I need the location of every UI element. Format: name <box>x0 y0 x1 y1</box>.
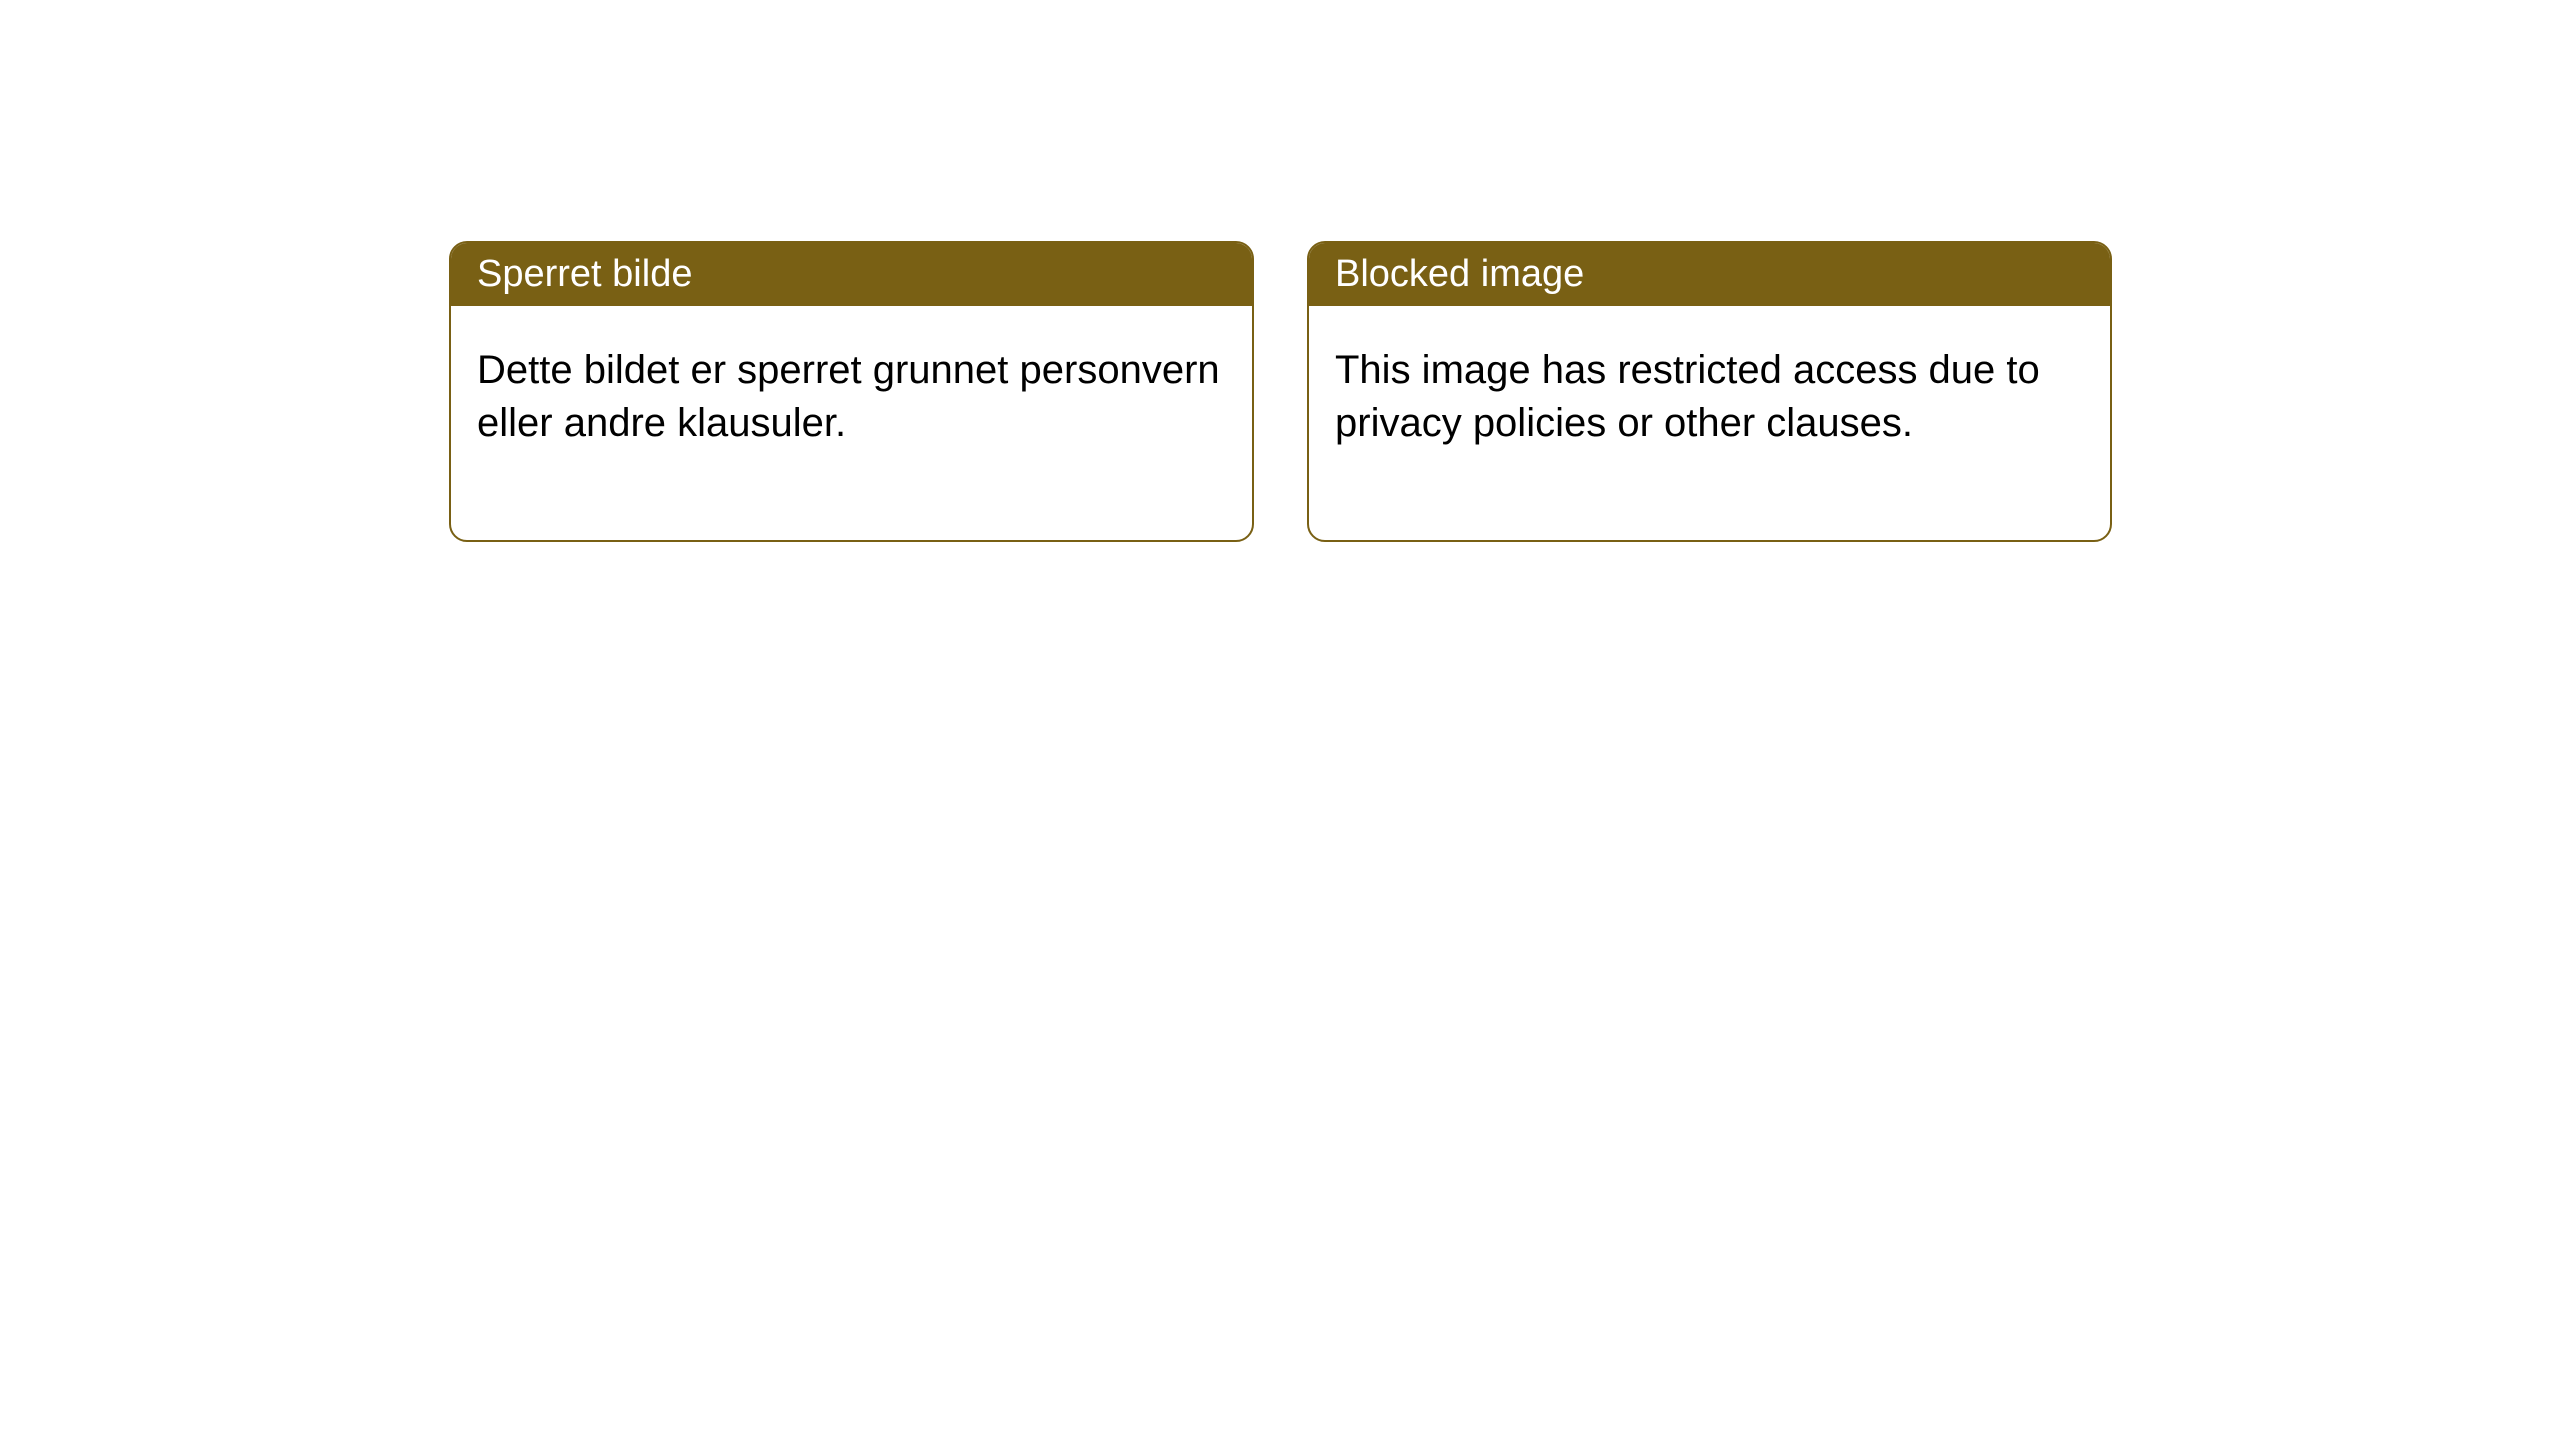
blocked-image-notice-container: Sperret bilde Dette bildet er sperret gr… <box>449 241 2112 542</box>
card-body: This image has restricted access due to … <box>1309 306 2110 540</box>
card-header: Blocked image <box>1309 243 2110 306</box>
card-body: Dette bildet er sperret grunnet personve… <box>451 306 1252 540</box>
blocked-image-card-norwegian: Sperret bilde Dette bildet er sperret gr… <box>449 241 1254 542</box>
card-body-text: This image has restricted access due to … <box>1335 348 2040 445</box>
card-body-text: Dette bildet er sperret grunnet personve… <box>477 348 1220 445</box>
card-header: Sperret bilde <box>451 243 1252 306</box>
card-title: Blocked image <box>1335 253 1584 295</box>
blocked-image-card-english: Blocked image This image has restricted … <box>1307 241 2112 542</box>
card-title: Sperret bilde <box>477 253 692 295</box>
